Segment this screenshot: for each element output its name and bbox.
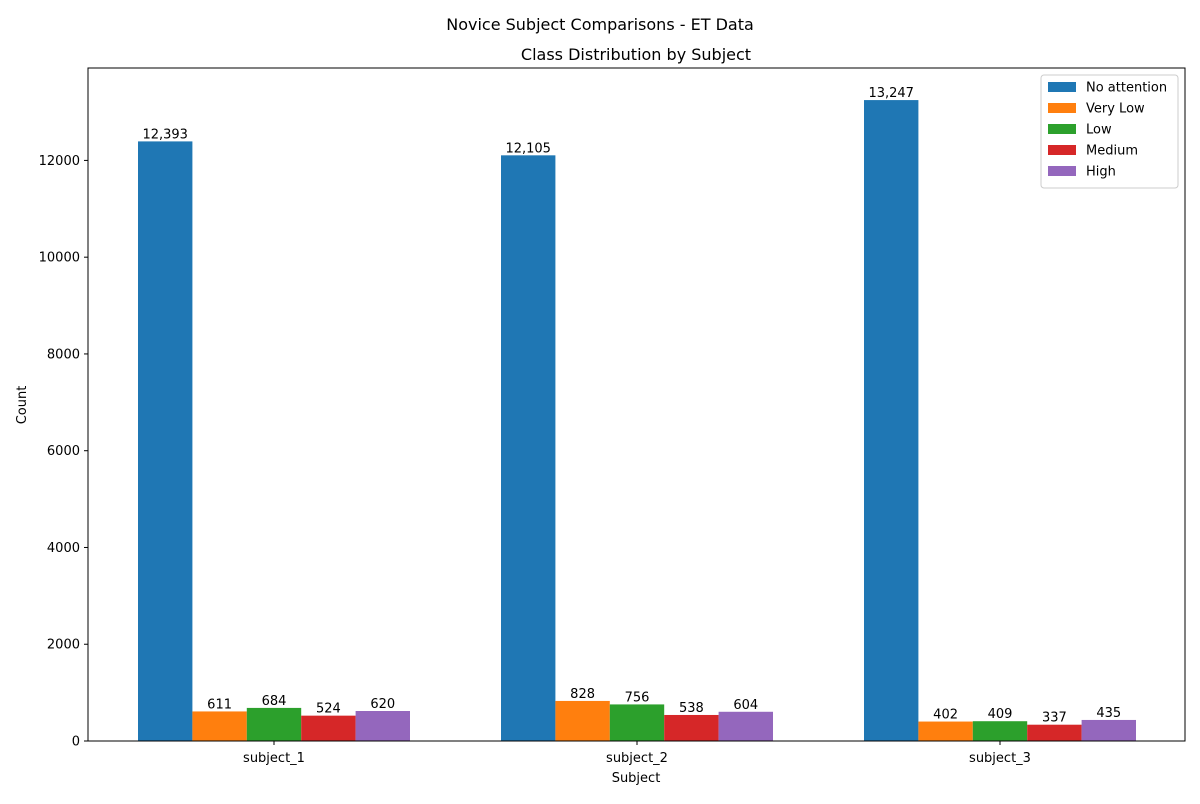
y-axis-label: Count: [15, 386, 30, 425]
y-tick-label: 6000: [47, 444, 80, 459]
bar-value-label: 435: [1096, 706, 1121, 721]
legend-swatch: [1048, 103, 1076, 113]
bar: [918, 721, 973, 741]
bar: [718, 711, 773, 741]
bar: [864, 100, 919, 741]
legend-entry-label: Low: [1086, 123, 1112, 138]
y-tick-label: 10000: [39, 251, 80, 266]
figure-suptitle: Novice Subject Comparisons - ET Data: [446, 15, 754, 34]
bar-value-label: 538: [679, 701, 704, 716]
bar-value-label: 12,105: [505, 141, 551, 156]
bar: [192, 711, 247, 741]
bar: [246, 707, 302, 741]
bar: [355, 711, 410, 741]
y-tick-label: 8000: [47, 347, 80, 362]
bar-value-label: 620: [370, 697, 395, 712]
legend-entry-label: No attention: [1086, 81, 1167, 96]
x-tick-label: subject_2: [606, 751, 668, 766]
bar-value-label: 604: [733, 698, 758, 713]
bar-value-label: 684: [262, 694, 287, 709]
chart-title: Class Distribution by Subject: [521, 45, 751, 64]
legend-swatch: [1048, 145, 1076, 155]
bar: [972, 721, 1028, 741]
bar-value-label: 409: [988, 707, 1013, 722]
series-medium: 524 538 337: [301, 701, 1082, 741]
x-tick-label: subject_1: [243, 751, 305, 766]
y-tick-label: 2000: [47, 638, 80, 653]
series-high: 620 604 435: [355, 697, 1136, 741]
bar-value-label: 611: [207, 697, 232, 712]
bar-value-label: 337: [1042, 711, 1067, 726]
bar: [301, 715, 356, 741]
bar-value-label: 13,247: [868, 86, 914, 101]
bar-value-label: 524: [316, 702, 341, 717]
series-very-low: 611 828 402: [192, 687, 973, 741]
series-low: 684 756 409: [246, 690, 1028, 741]
legend-swatch: [1048, 166, 1076, 176]
series-no-attention: 12,393 12,105 13,247: [138, 86, 919, 741]
bar-value-label: 12,393: [142, 127, 188, 142]
bar: [1081, 719, 1136, 741]
legend-swatch: [1048, 124, 1076, 134]
bar: [555, 700, 610, 741]
y-tick-label: 0: [72, 735, 80, 750]
bar: [138, 141, 193, 741]
bar: [1027, 724, 1082, 741]
y-tick-label: 12000: [39, 154, 80, 169]
x-axis-label: Subject: [612, 771, 661, 786]
bar-value-label: 756: [625, 690, 650, 705]
bar: [501, 155, 556, 741]
y-tick-label: 4000: [47, 541, 80, 556]
axes-frame: [87, 67, 1186, 742]
legend-entry-label: Very Low: [1086, 102, 1145, 117]
bar-value-label: 402: [933, 708, 958, 723]
legend-entry-label: High: [1086, 165, 1116, 180]
legend-swatch: [1048, 82, 1076, 92]
legend-entry-label: Medium: [1086, 144, 1138, 159]
bar: [609, 704, 665, 741]
bar-value-label: 828: [570, 687, 595, 702]
x-tick-label: subject_3: [969, 751, 1031, 766]
bar: [664, 714, 719, 741]
legend: No attention Very Low Low Medium High: [1040, 74, 1179, 189]
